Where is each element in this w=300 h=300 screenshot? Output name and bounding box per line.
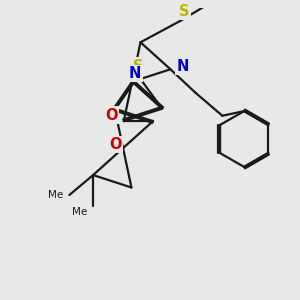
Text: S: S — [179, 4, 190, 19]
Text: N: N — [129, 66, 141, 81]
Text: S: S — [133, 58, 144, 74]
Text: O: O — [109, 137, 122, 152]
Text: Me: Me — [72, 207, 87, 217]
Text: O: O — [105, 107, 117, 122]
Text: Me: Me — [48, 190, 63, 200]
Text: N: N — [177, 59, 189, 74]
